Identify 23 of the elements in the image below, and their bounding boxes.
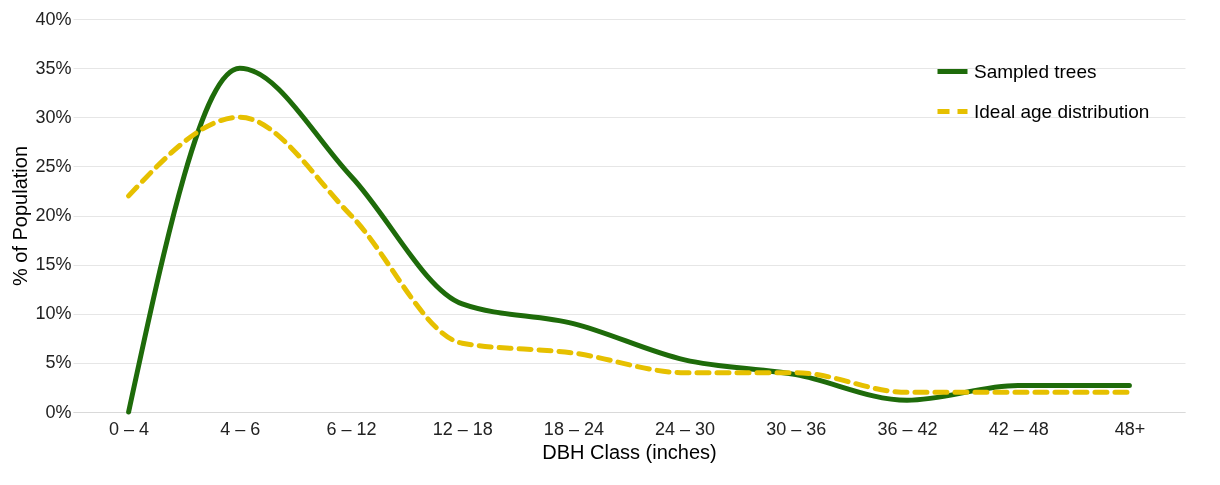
x-tick-label: 6 – 12 xyxy=(326,418,377,439)
y-tick-label: 20% xyxy=(35,205,72,225)
x-axis-title: DBH Class (inches) xyxy=(542,440,717,463)
x-tick-label: 12 – 18 xyxy=(432,418,493,439)
y-tick-label: 30% xyxy=(35,106,72,127)
x-tick-label: 0 – 4 xyxy=(109,418,150,439)
x-tick-label: 30 – 36 xyxy=(766,418,827,439)
y-tick-label: 0% xyxy=(45,401,72,422)
legend-label: Ideal age distribution xyxy=(974,100,1150,122)
y-tick-label: 5% xyxy=(45,352,72,373)
y-tick-label: 15% xyxy=(35,254,72,275)
y-tick-label: 25% xyxy=(35,155,72,176)
y-tick-label: 40% xyxy=(35,8,72,29)
x-tick-label: 48+ xyxy=(1114,418,1146,439)
legend-label: Sampled trees xyxy=(974,60,1097,82)
x-tick-label: 18 – 24 xyxy=(543,418,604,439)
y-tick-label: 10% xyxy=(35,303,72,324)
y-axis-title: % of Population xyxy=(9,145,32,287)
x-tick-label: 42 – 48 xyxy=(988,418,1049,439)
x-tick-label: 24 – 30 xyxy=(655,418,716,439)
x-tick-label: 4 – 6 xyxy=(220,418,261,439)
x-tick-label: 36 – 42 xyxy=(877,418,938,439)
y-tick-label: 35% xyxy=(35,57,72,78)
